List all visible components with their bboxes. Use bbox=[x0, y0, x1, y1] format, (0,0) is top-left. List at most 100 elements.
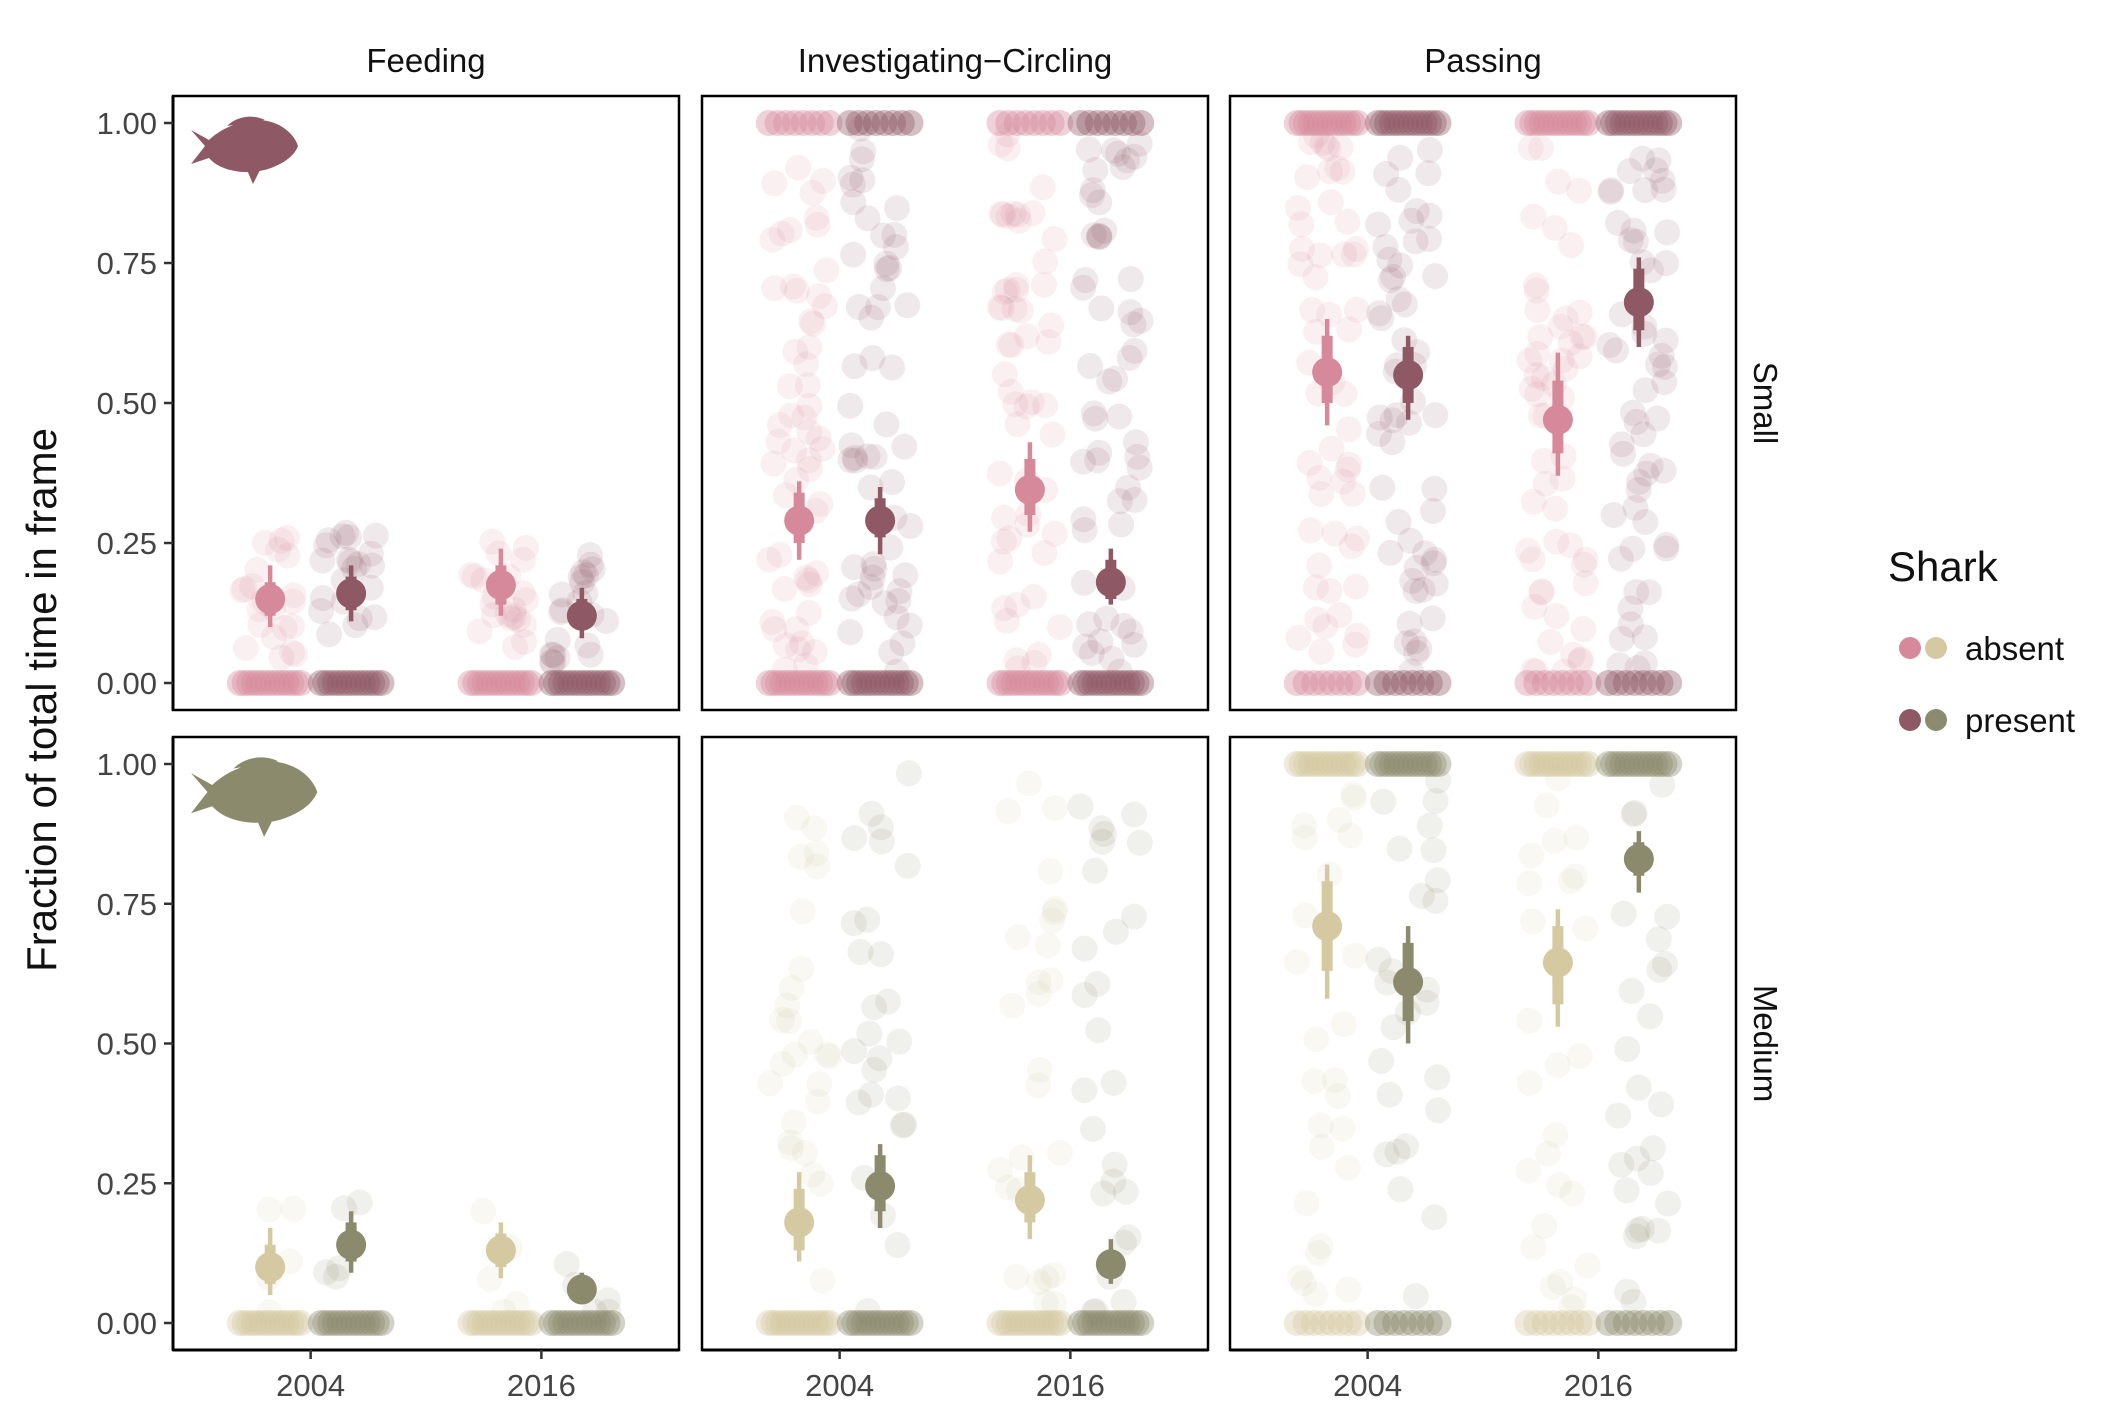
observation-point-zero bbox=[1540, 1310, 1567, 1336]
observation-point bbox=[1046, 1139, 1073, 1166]
observation-point bbox=[569, 569, 596, 596]
x-tick-label: 2016 bbox=[507, 1368, 576, 1403]
observation-point bbox=[837, 164, 864, 191]
observation-point-zero bbox=[1033, 1310, 1060, 1336]
panels-layer: 0.00 0.25 0.50 0.75 1.00 Small 0.00 0.25 0.50 0.7… bbox=[97, 42, 1784, 1403]
observation-point bbox=[778, 402, 805, 429]
observation-point-zero bbox=[1067, 1310, 1094, 1336]
observation-point bbox=[870, 275, 896, 302]
observation-point-zero bbox=[552, 670, 579, 696]
observation-cloud bbox=[755, 110, 1155, 696]
observation-point-zero bbox=[1104, 1310, 1131, 1336]
observation-point bbox=[553, 1251, 580, 1277]
observation-point bbox=[1071, 982, 1098, 1008]
observation-point bbox=[884, 195, 910, 222]
observation-point bbox=[1398, 658, 1425, 685]
observation-point bbox=[886, 578, 913, 605]
observation-point-zero bbox=[480, 1310, 507, 1336]
panel-small-feeding bbox=[171, 94, 681, 712]
observation-point-one bbox=[1425, 110, 1452, 136]
observation-point-one bbox=[1609, 751, 1636, 777]
observation-point bbox=[1422, 570, 1449, 597]
observation-point bbox=[1339, 480, 1366, 507]
observation-point bbox=[1517, 134, 1544, 161]
observation-point bbox=[783, 277, 810, 304]
observation-point bbox=[813, 257, 840, 284]
observation-point-one bbox=[1364, 110, 1391, 136]
observation-point-zero bbox=[326, 1310, 353, 1336]
observation-point-one bbox=[1623, 110, 1650, 136]
observation-point bbox=[1425, 1097, 1451, 1124]
observation-point-zero bbox=[1621, 670, 1648, 696]
observation-point-zero bbox=[850, 670, 877, 696]
observation-point bbox=[1344, 622, 1371, 649]
observation-point bbox=[995, 331, 1022, 358]
observation-point bbox=[1038, 312, 1065, 339]
observation-point bbox=[997, 378, 1024, 405]
observation-point-one bbox=[1047, 110, 1074, 136]
observation-point bbox=[993, 607, 1020, 634]
observation-point bbox=[1380, 264, 1407, 290]
observation-point-zero bbox=[1283, 1310, 1310, 1336]
observation-point-zero bbox=[1566, 670, 1593, 696]
observation-point-zero bbox=[793, 1310, 820, 1336]
observation-point bbox=[867, 814, 894, 841]
observation-point bbox=[789, 630, 816, 657]
observation-point-zero bbox=[1109, 670, 1136, 696]
observation-point bbox=[1025, 1269, 1052, 1296]
observation-point-one bbox=[1293, 751, 1320, 777]
observation-point bbox=[1308, 1134, 1335, 1160]
observation-point bbox=[1307, 242, 1334, 269]
observation-point bbox=[1403, 639, 1430, 666]
estimate-point bbox=[1542, 947, 1573, 978]
observation-point-zero bbox=[543, 1310, 570, 1336]
observation-point bbox=[1608, 431, 1635, 458]
observation-point bbox=[313, 1259, 340, 1286]
estimate-point bbox=[485, 570, 516, 600]
observation-point-one bbox=[1321, 751, 1348, 777]
observation-point bbox=[357, 540, 384, 567]
observation-point-zero bbox=[1309, 1310, 1336, 1336]
observation-point bbox=[1302, 1281, 1329, 1308]
observation-point bbox=[990, 201, 1017, 228]
observation-point-zero bbox=[1047, 670, 1074, 696]
observation-point-zero bbox=[986, 670, 1013, 696]
observation-point-zero bbox=[250, 1310, 277, 1336]
observation-point-zero bbox=[1344, 1310, 1371, 1336]
observation-point bbox=[885, 1085, 911, 1112]
observation-point-zero bbox=[349, 670, 376, 696]
observation-point bbox=[1307, 1112, 1334, 1139]
observation-point-one bbox=[1344, 110, 1371, 136]
observation-point-one bbox=[1604, 110, 1631, 136]
observation-point bbox=[1112, 1178, 1139, 1205]
observation-point-zero bbox=[585, 670, 612, 696]
fish-ventral-fin bbox=[257, 818, 274, 837]
observation-point bbox=[1387, 1176, 1414, 1203]
estimate-point bbox=[485, 1235, 516, 1266]
observation-point bbox=[1324, 155, 1351, 182]
observation-point bbox=[1522, 658, 1549, 685]
x-tick-label: 2004 bbox=[805, 1368, 874, 1403]
observation-point bbox=[1299, 297, 1325, 323]
observation-point bbox=[1567, 648, 1594, 675]
observation-point-zero bbox=[841, 670, 868, 696]
observation-point bbox=[1616, 158, 1643, 185]
observation-point bbox=[1625, 476, 1652, 503]
observation-point-zero bbox=[1327, 1310, 1354, 1336]
observation-point bbox=[1334, 456, 1361, 483]
observation-point bbox=[842, 447, 869, 474]
observation-point bbox=[1624, 655, 1651, 682]
observation-point bbox=[1535, 1140, 1561, 1167]
observation-point bbox=[1379, 429, 1406, 456]
observation-point bbox=[1637, 1003, 1664, 1030]
observation-point-one bbox=[888, 110, 915, 136]
observation-point bbox=[1342, 573, 1369, 600]
estimate-2016-absent bbox=[485, 1222, 516, 1279]
observation-point bbox=[1625, 1074, 1652, 1101]
observation-point bbox=[1313, 133, 1340, 160]
observation-point bbox=[544, 645, 571, 671]
observation-point-zero bbox=[765, 1310, 792, 1336]
observation-point-one bbox=[1628, 751, 1655, 777]
observation-point-one bbox=[1595, 751, 1622, 777]
observation-point bbox=[1377, 539, 1404, 566]
